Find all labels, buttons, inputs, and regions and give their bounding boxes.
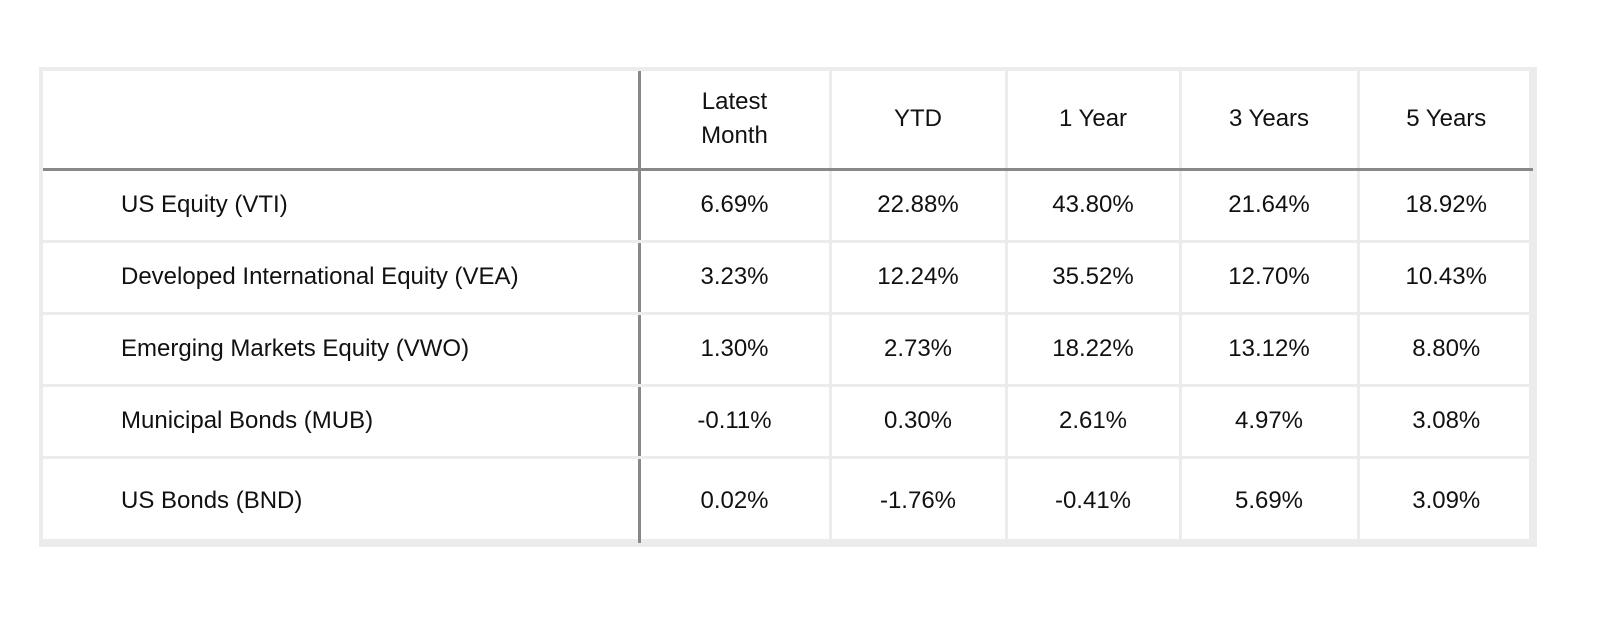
- header-cell-empty: [39, 67, 641, 171]
- cell-3-years: 13.12%: [1178, 311, 1360, 387]
- cell-1-year: 35.52%: [1004, 239, 1182, 315]
- cell-1-year: 18.22%: [1004, 311, 1182, 387]
- cell-3-years: 21.64%: [1178, 167, 1360, 243]
- header-cell-3-years: 3 Years: [1178, 67, 1360, 171]
- cell-latest-month: 6.69%: [637, 167, 832, 243]
- cell-ytd: 12.24%: [828, 239, 1008, 315]
- table-row: Emerging Markets Equity (VWO) 1.30% 2.73% 1…: [39, 311, 1537, 387]
- cell-5-years: 3.08%: [1356, 383, 1537, 459]
- cell-ytd: 0.30%: [828, 383, 1008, 459]
- table-row: US Equity (VTI) 6.69% 22.88% 43.80% 21.64% 18…: [39, 167, 1537, 243]
- row-label: US Equity (VTI): [39, 167, 641, 243]
- table-row: Municipal Bonds (MUB) -0.11% 0.30% 2.61% 4.9…: [39, 383, 1537, 459]
- cell-latest-month: 3.23%: [637, 239, 832, 315]
- cell-1-year: 2.61%: [1004, 383, 1182, 459]
- row-label: Developed International Equity (VEA): [39, 239, 641, 315]
- cell-3-years: 4.97%: [1178, 383, 1360, 459]
- returns-table: Latest Month YTD 1 Year 3 Years 5 Years …: [39, 67, 1537, 547]
- cell-1-year: -0.41%: [1004, 455, 1182, 547]
- header-cell-5-years: 5 Years: [1356, 67, 1537, 171]
- cell-ytd: 2.73%: [828, 311, 1008, 387]
- cell-latest-month: 1.30%: [637, 311, 832, 387]
- cell-5-years: 18.92%: [1356, 167, 1537, 243]
- header-row: Latest Month YTD 1 Year 3 Years 5 Years: [39, 67, 1537, 171]
- cell-3-years: 5.69%: [1178, 455, 1360, 547]
- cell-ytd: 22.88%: [828, 167, 1008, 243]
- cell-latest-month: 0.02%: [637, 455, 832, 547]
- cell-5-years: 3.09%: [1356, 455, 1537, 547]
- cell-1-year: 43.80%: [1004, 167, 1182, 243]
- cell-5-years: 10.43%: [1356, 239, 1537, 315]
- header-cell-ytd: YTD: [828, 67, 1008, 171]
- row-label: Municipal Bonds (MUB): [39, 383, 641, 459]
- table-row: Developed International Equity (VEA) 3.23…: [39, 239, 1537, 315]
- cell-latest-month: -0.11%: [637, 383, 832, 459]
- cell-5-years: 8.80%: [1356, 311, 1537, 387]
- cell-ytd: -1.76%: [828, 455, 1008, 547]
- header-cell-1-year: 1 Year: [1004, 67, 1182, 171]
- row-label: US Bonds (BND): [39, 455, 641, 547]
- table-row: US Bonds (BND) 0.02% -1.76% -0.41% 5.69% 3.09…: [39, 455, 1537, 547]
- header-cell-latest-month: Latest Month: [637, 67, 832, 171]
- cell-3-years: 12.70%: [1178, 239, 1360, 315]
- row-label: Emerging Markets Equity (VWO): [39, 311, 641, 387]
